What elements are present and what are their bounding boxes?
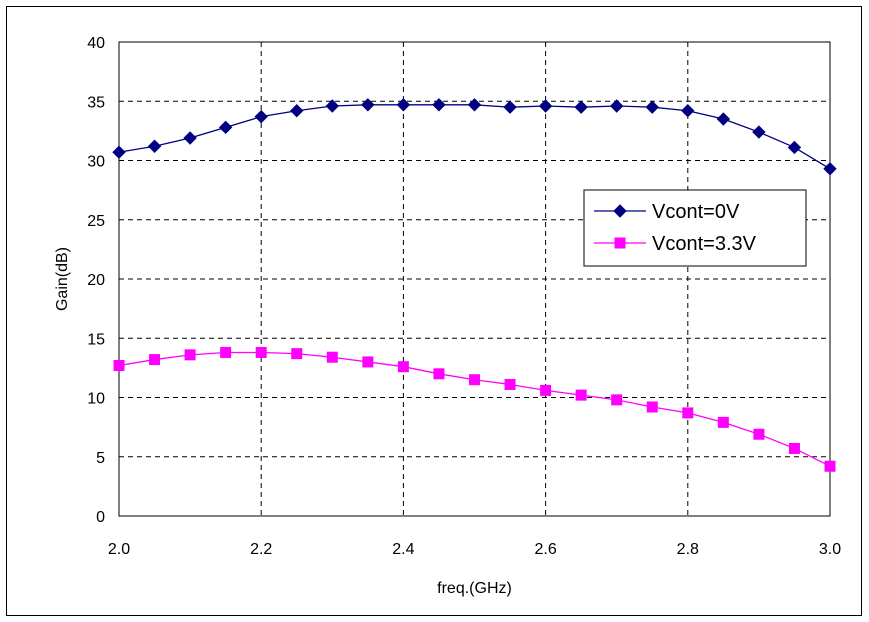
square-marker: [611, 394, 623, 406]
diamond-marker: [112, 145, 126, 159]
x-tick-label: 2.0: [108, 541, 130, 558]
diamond-marker: [574, 100, 588, 114]
legend-item: Vcont=0V: [594, 201, 740, 223]
square-marker: [113, 360, 125, 372]
square-marker: [255, 346, 267, 358]
x-tick-label: 3.0: [819, 541, 841, 558]
diamond-marker: [254, 109, 268, 124]
square-marker: [326, 351, 338, 363]
tick-labels: 0 5 10 15 20 25 30 35 40 2.0 2.2 2.4 2.6 2.8 3.0: [87, 35, 841, 558]
diamond-marker: [218, 120, 233, 135]
x-tick-label: 2.8: [677, 541, 699, 558]
x-tick-label: 2.4: [392, 541, 414, 558]
y-tick-label: 30: [87, 154, 105, 171]
diamond-marker: [609, 99, 624, 113]
square-marker: [614, 237, 626, 249]
square-marker: [504, 378, 516, 390]
legend-label: Vcont=3.3V: [652, 233, 757, 255]
square-marker: [362, 356, 374, 368]
diamond-marker: [290, 104, 304, 118]
series-1: [113, 346, 836, 472]
square-marker: [220, 346, 232, 358]
y-tick-label: 15: [87, 331, 105, 348]
square-marker: [184, 349, 196, 361]
diamond-marker: [613, 204, 627, 218]
diamond-marker: [432, 98, 446, 112]
y-axis-title: Gain(dB): [54, 247, 71, 311]
square-marker: [753, 428, 765, 440]
series-line: [118, 351, 831, 467]
square-marker: [788, 442, 800, 454]
chart-frame: [6, 6, 862, 616]
diamond-marker: [752, 125, 766, 139]
legend: Vcont=0V Vcont=3.3V: [583, 189, 807, 267]
legend-item: Vcont=3.3V: [594, 233, 757, 255]
square-marker: [575, 389, 587, 401]
data-series: [112, 98, 837, 472]
y-tick-label: 10: [87, 391, 105, 408]
x-tick-label: 2.6: [534, 541, 556, 558]
plot-area: [118, 41, 831, 517]
diamond-marker: [645, 100, 659, 114]
diamond-marker: [396, 98, 411, 112]
square-marker: [540, 384, 552, 396]
square-marker: [397, 361, 409, 373]
square-marker: [469, 374, 480, 386]
diamond-marker: [325, 99, 340, 113]
y-tick-label: 0: [96, 509, 105, 526]
y-tick-label: 35: [87, 94, 105, 111]
diamond-marker: [787, 140, 802, 155]
series-0: [112, 98, 837, 176]
y-tick-label: 25: [87, 213, 105, 230]
square-marker: [149, 354, 161, 366]
square-marker: [291, 348, 303, 360]
y-tick-label: 40: [87, 35, 105, 52]
diamond-marker: [361, 98, 375, 112]
diamond-marker: [538, 99, 553, 113]
diamond-marker: [467, 98, 482, 112]
diamond-marker: [147, 139, 162, 153]
legend-box: [583, 189, 807, 267]
y-tick-label: 20: [87, 272, 105, 289]
diamond-marker: [183, 131, 197, 145]
diamond-marker: [681, 104, 695, 118]
x-tick-label: 2.2: [250, 541, 272, 558]
legend-items: Vcont=0V Vcont=3.3V: [594, 201, 757, 255]
y-tick-label: 5: [96, 450, 105, 467]
square-marker: [717, 416, 729, 428]
diamond-marker: [503, 100, 517, 114]
legend-label: Vcont=0V: [652, 201, 740, 223]
square-marker: [646, 401, 658, 413]
x-axis-title: freq.(GHz): [437, 580, 512, 597]
square-marker: [433, 368, 445, 380]
diamond-marker: [716, 112, 731, 126]
square-marker: [824, 460, 836, 472]
square-marker: [682, 407, 694, 419]
diamond-marker: [823, 162, 837, 176]
